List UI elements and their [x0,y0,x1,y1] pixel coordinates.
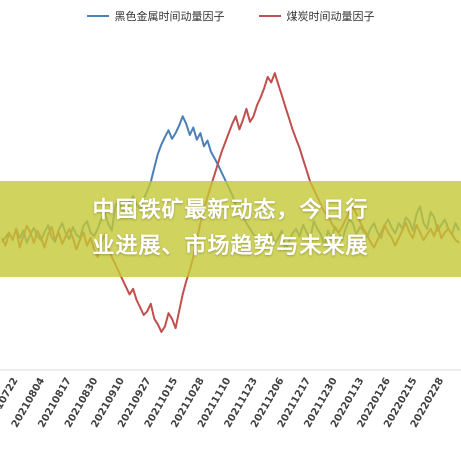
x-axis: 2021072220210804202108172021083020210910… [0,369,461,430]
legend-item-metal: 黑色金属时间动量因子 [86,8,225,24]
legend-swatch-metal [86,15,109,17]
title-banner: 中国铁矿最新动态，今日行 业进展、市场趋势与未来展 [0,181,461,277]
legend-label-coal: 煤炭时间动量因子 [286,10,375,23]
legend-label-metal: 黑色金属时间动量因子 [114,10,225,23]
legend: 黑色金属时间动量因子 煤炭时间动量因子 [0,8,461,24]
banner-title: 中国铁矿最新动态，今日行 业进展、市场趋势与未来展 [0,193,461,265]
legend-swatch-coal [258,15,281,17]
banner-line-2: 业进展、市场趋势与未来展 [92,234,369,259]
banner-line-1: 中国铁矿最新动态，今日行 [92,198,369,223]
legend-item-coal: 煤炭时间动量因子 [258,8,375,24]
